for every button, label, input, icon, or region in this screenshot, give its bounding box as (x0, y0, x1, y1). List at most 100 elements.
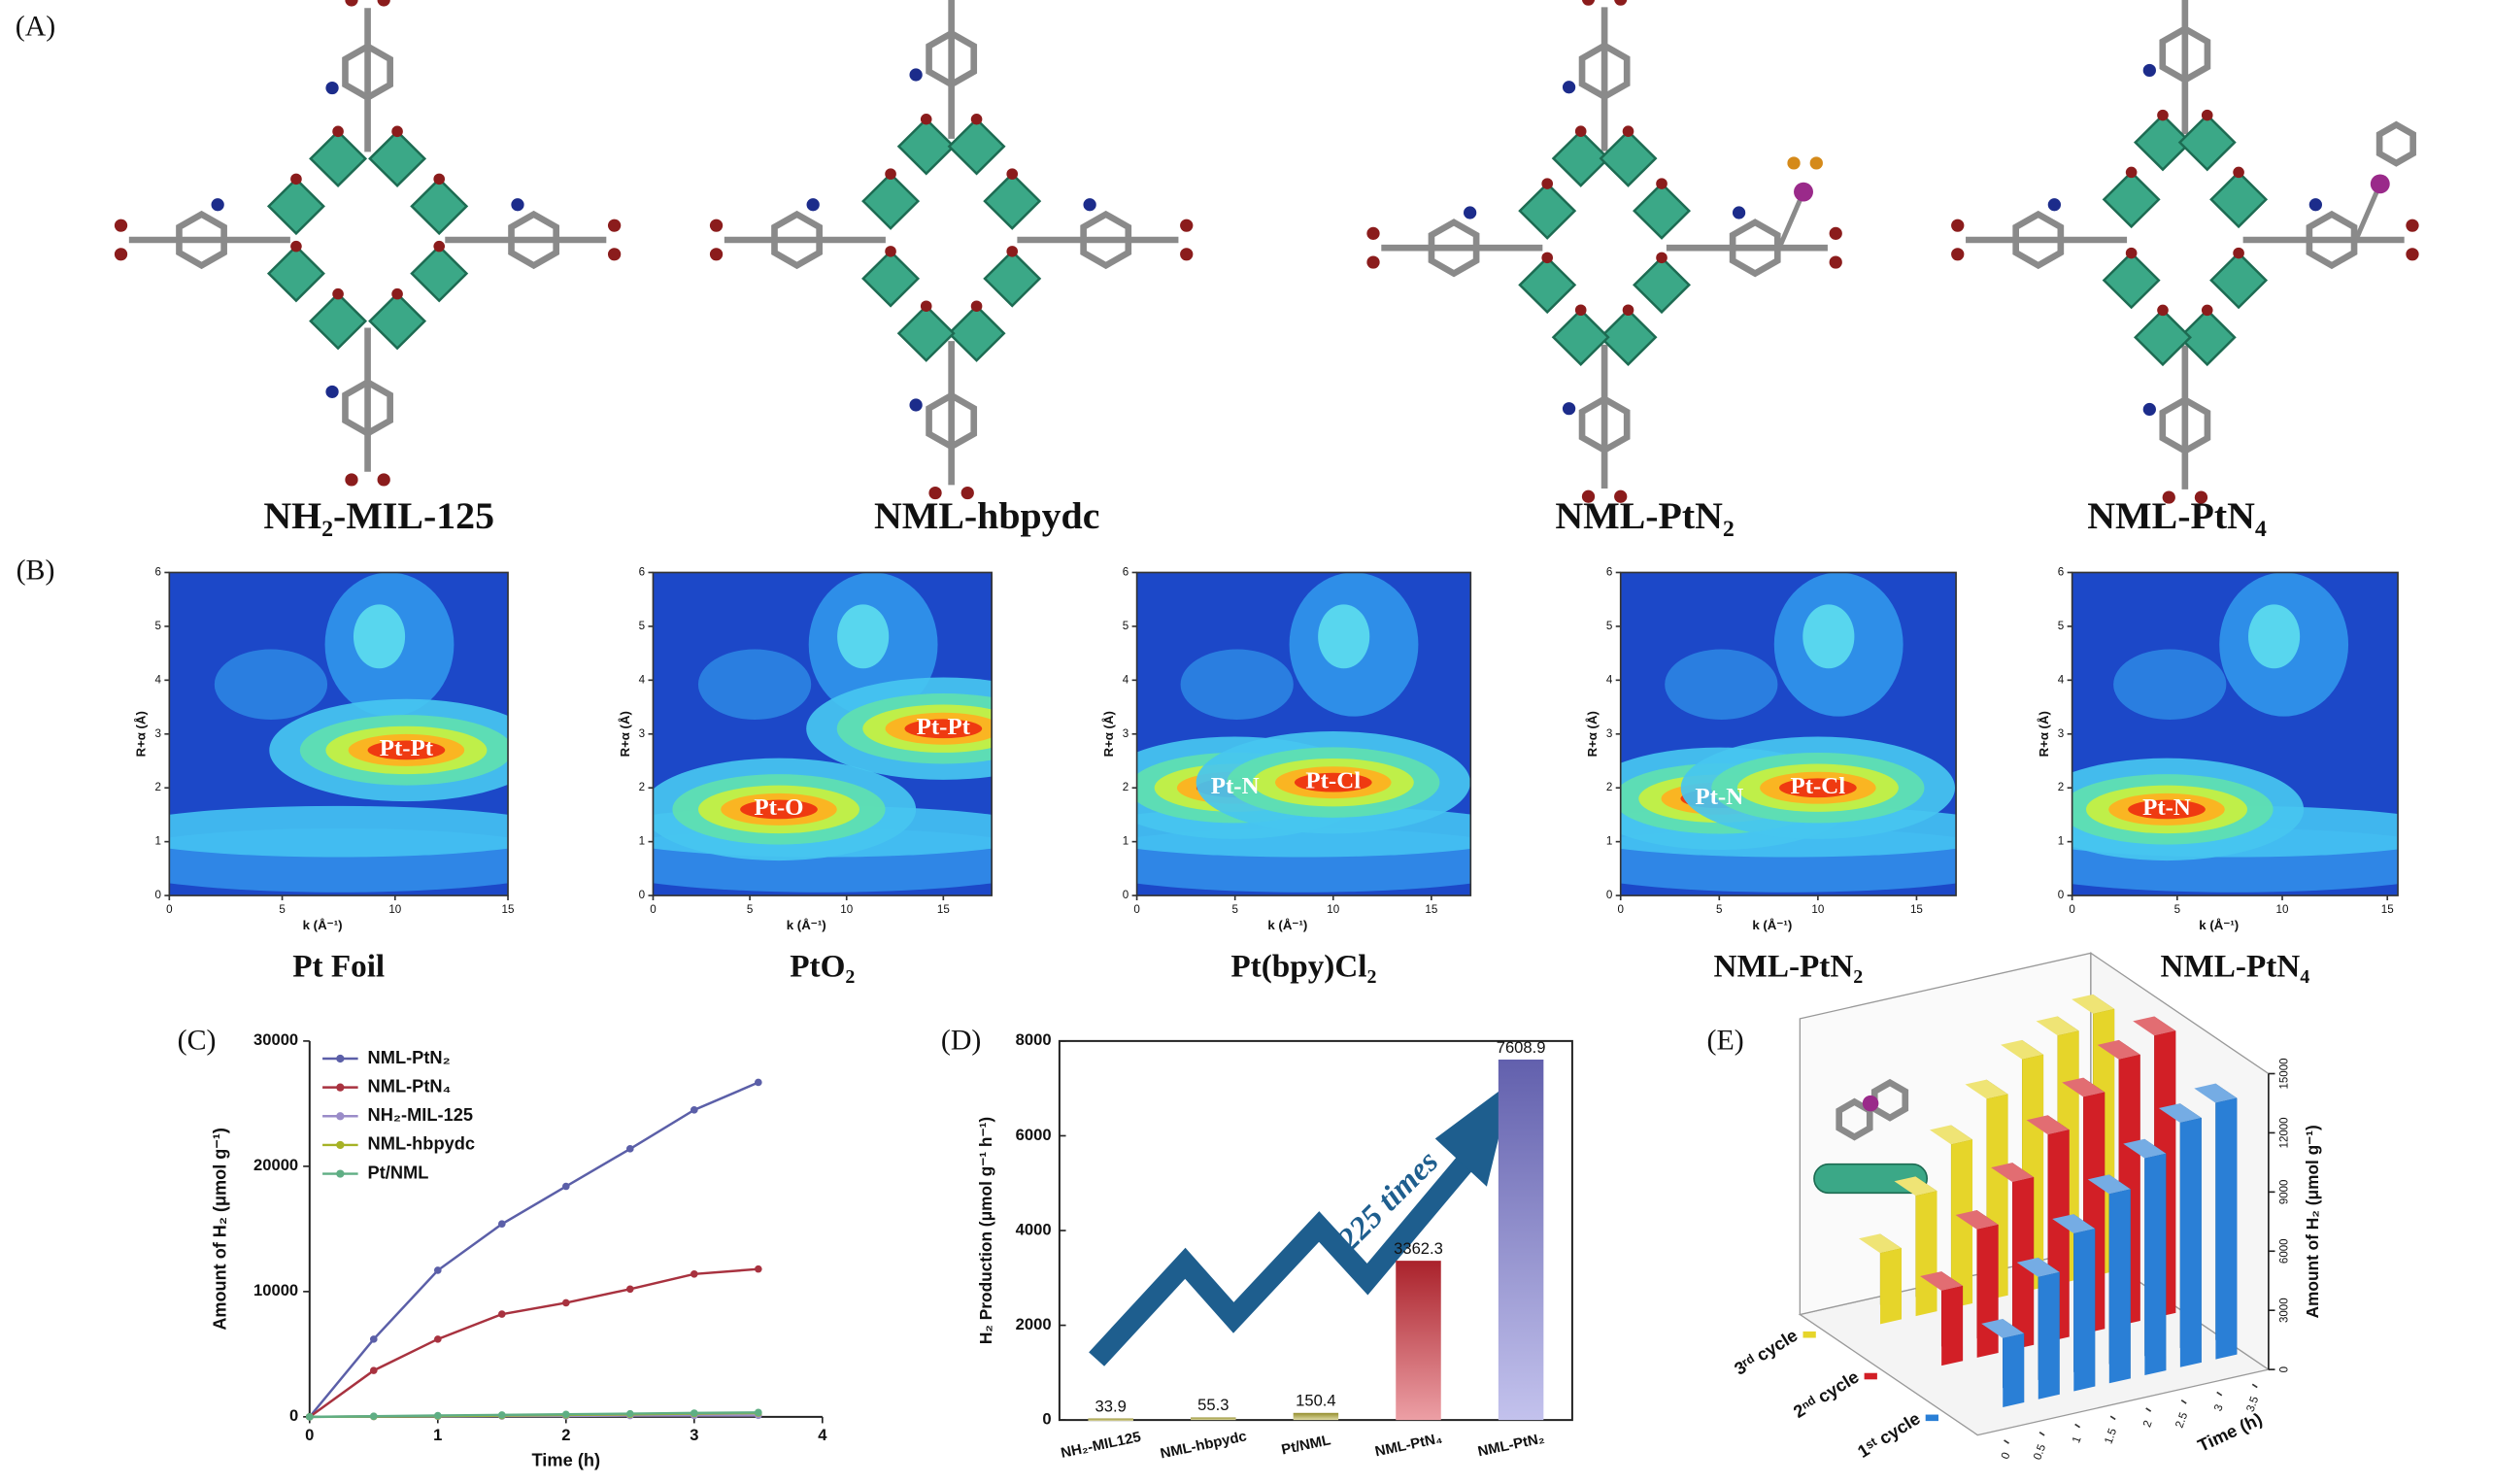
bar-top (2123, 1138, 2167, 1159)
oxygen-atom (2406, 219, 2419, 232)
x-tick-label: 2 (561, 1426, 570, 1444)
oxygen-atom (332, 125, 344, 138)
platinum-atom (1794, 182, 1813, 202)
x-tick-label: Pt/NML (1280, 1433, 1332, 1458)
panel-label: (C) (178, 1024, 217, 1056)
nitrogen-atom (1562, 402, 1576, 416)
y-tick-label: 4 (1606, 674, 1613, 686)
bar-3d (2052, 1214, 2096, 1392)
z-axis-label: Amount of H₂ (μmol g⁻¹) (2303, 1125, 2322, 1318)
ti-octahedron (896, 304, 956, 362)
y-tick-label: 4 (1123, 674, 1129, 686)
data-point (433, 1411, 442, 1420)
x-axis-label: k (Å⁻¹) (1752, 918, 1792, 932)
y-tick-label: 0 (1123, 890, 1129, 901)
oxygen-atom (709, 248, 724, 261)
data-point (754, 1265, 762, 1273)
oxygen-atom (2201, 109, 2213, 121)
x-tick-label: 1 (2071, 1435, 2084, 1445)
x-tick-label: 15 (1910, 904, 1923, 916)
y-tick-label: 5 (154, 621, 160, 632)
data-point (497, 1220, 506, 1229)
z-tick-label: 0 (2279, 1366, 2291, 1372)
legend-label: NML-PtN₂ (368, 1048, 451, 1067)
oxygen-atom (1574, 125, 1587, 137)
oxygen-atom (1541, 252, 1554, 264)
peak-label: Pt-N (1695, 784, 1743, 810)
y-tick-label: 0 (1606, 890, 1612, 901)
oxygen-atom (1829, 255, 1842, 269)
linker-ring (1729, 219, 1781, 278)
peak-contour (1779, 778, 1857, 798)
x-tick-label: 2.5 (2173, 1411, 2190, 1430)
y-axis-label: R+α (Å) (1101, 711, 1116, 757)
data-point (497, 1310, 506, 1318)
z-tick-label: 3000 (2279, 1298, 2291, 1323)
structure-name: NH₂-MIL-125 (263, 494, 494, 537)
platinum-atom (2370, 174, 2390, 194)
cycle-label: 1ˢᵗ cycle (1854, 1408, 1923, 1462)
linker-ring (926, 391, 978, 451)
data-point (625, 1409, 634, 1418)
oxygen-atom (1366, 255, 1380, 269)
map-region (353, 604, 406, 669)
oxygen-atom (1574, 304, 1587, 317)
y-tick-label: 5 (639, 621, 645, 632)
map-title: NML-PtN₂ (1714, 949, 1864, 984)
linker-ring (2306, 210, 2358, 270)
bar-front (2038, 1271, 2060, 1400)
y-tick-label: 8000 (1016, 1030, 1052, 1049)
oxygen-atom (114, 248, 128, 261)
data-point (561, 1410, 570, 1419)
x-tick-label: NML-PtN₂ (1476, 1431, 1546, 1460)
bar-top (1981, 1318, 2025, 1338)
bar-top (2194, 1083, 2238, 1103)
y-tick-label: 1 (2058, 836, 2064, 848)
data-line (309, 1267, 758, 1418)
x-tick-label: 4 (818, 1426, 827, 1444)
x-tick-label: 0 (2069, 904, 2074, 916)
x-tick-label: 5 (2174, 904, 2180, 916)
ti-octahedron (266, 244, 325, 303)
data-point (625, 1145, 634, 1153)
ti-octahedron (947, 118, 1006, 176)
x-axis-label: k (Å⁻¹) (1267, 918, 1307, 932)
y-tick-label: 6 (2058, 567, 2064, 579)
y-tick-label: 0 (2058, 890, 2064, 901)
bar-top (2097, 1039, 2140, 1060)
oxygen-atom (1006, 246, 1019, 257)
x-tick-label: 10 (840, 904, 853, 916)
oxygen-atom (1006, 168, 1019, 180)
x-tick-label: 0 (1617, 904, 1623, 916)
data-line (309, 1411, 758, 1419)
legend-marker (336, 1083, 345, 1092)
oxygen-atom (377, 473, 390, 487)
data-point (625, 1285, 634, 1294)
oxygen-atom (1656, 252, 1668, 264)
map-region (2113, 649, 2227, 720)
oxygen-atom (332, 287, 344, 300)
cycle-swatch (1802, 1331, 1816, 1338)
value-label: 150.4 (1296, 1392, 1336, 1410)
ti-octahedron (2177, 308, 2237, 367)
ti-octahedron (368, 129, 427, 188)
bar (1498, 1059, 1544, 1421)
data-line (308, 1081, 759, 1418)
map-title: Pt Foil (292, 949, 385, 984)
nitrogen-atom (2142, 63, 2156, 78)
map-region (697, 649, 812, 720)
y-tick-label: 2 (1606, 782, 1612, 793)
x-tick-label: 0 (166, 904, 172, 916)
x-tick-label: 0 (305, 1426, 314, 1444)
trend-arrow (1089, 1157, 1472, 1366)
axis-line (308, 1040, 823, 1418)
value-label: 3362.3 (1394, 1239, 1443, 1258)
panel-label: (D) (941, 1024, 981, 1056)
bar-top (2026, 1115, 2070, 1135)
x-tick-label: 0 (650, 904, 656, 916)
oxygen-atom (345, 0, 358, 7)
y-tick-label: 20000 (253, 1156, 298, 1174)
ti-octahedron (983, 172, 1042, 230)
value-label: 7608.9 (1497, 1038, 1546, 1057)
y-axis-label: R+α (Å) (134, 711, 149, 757)
